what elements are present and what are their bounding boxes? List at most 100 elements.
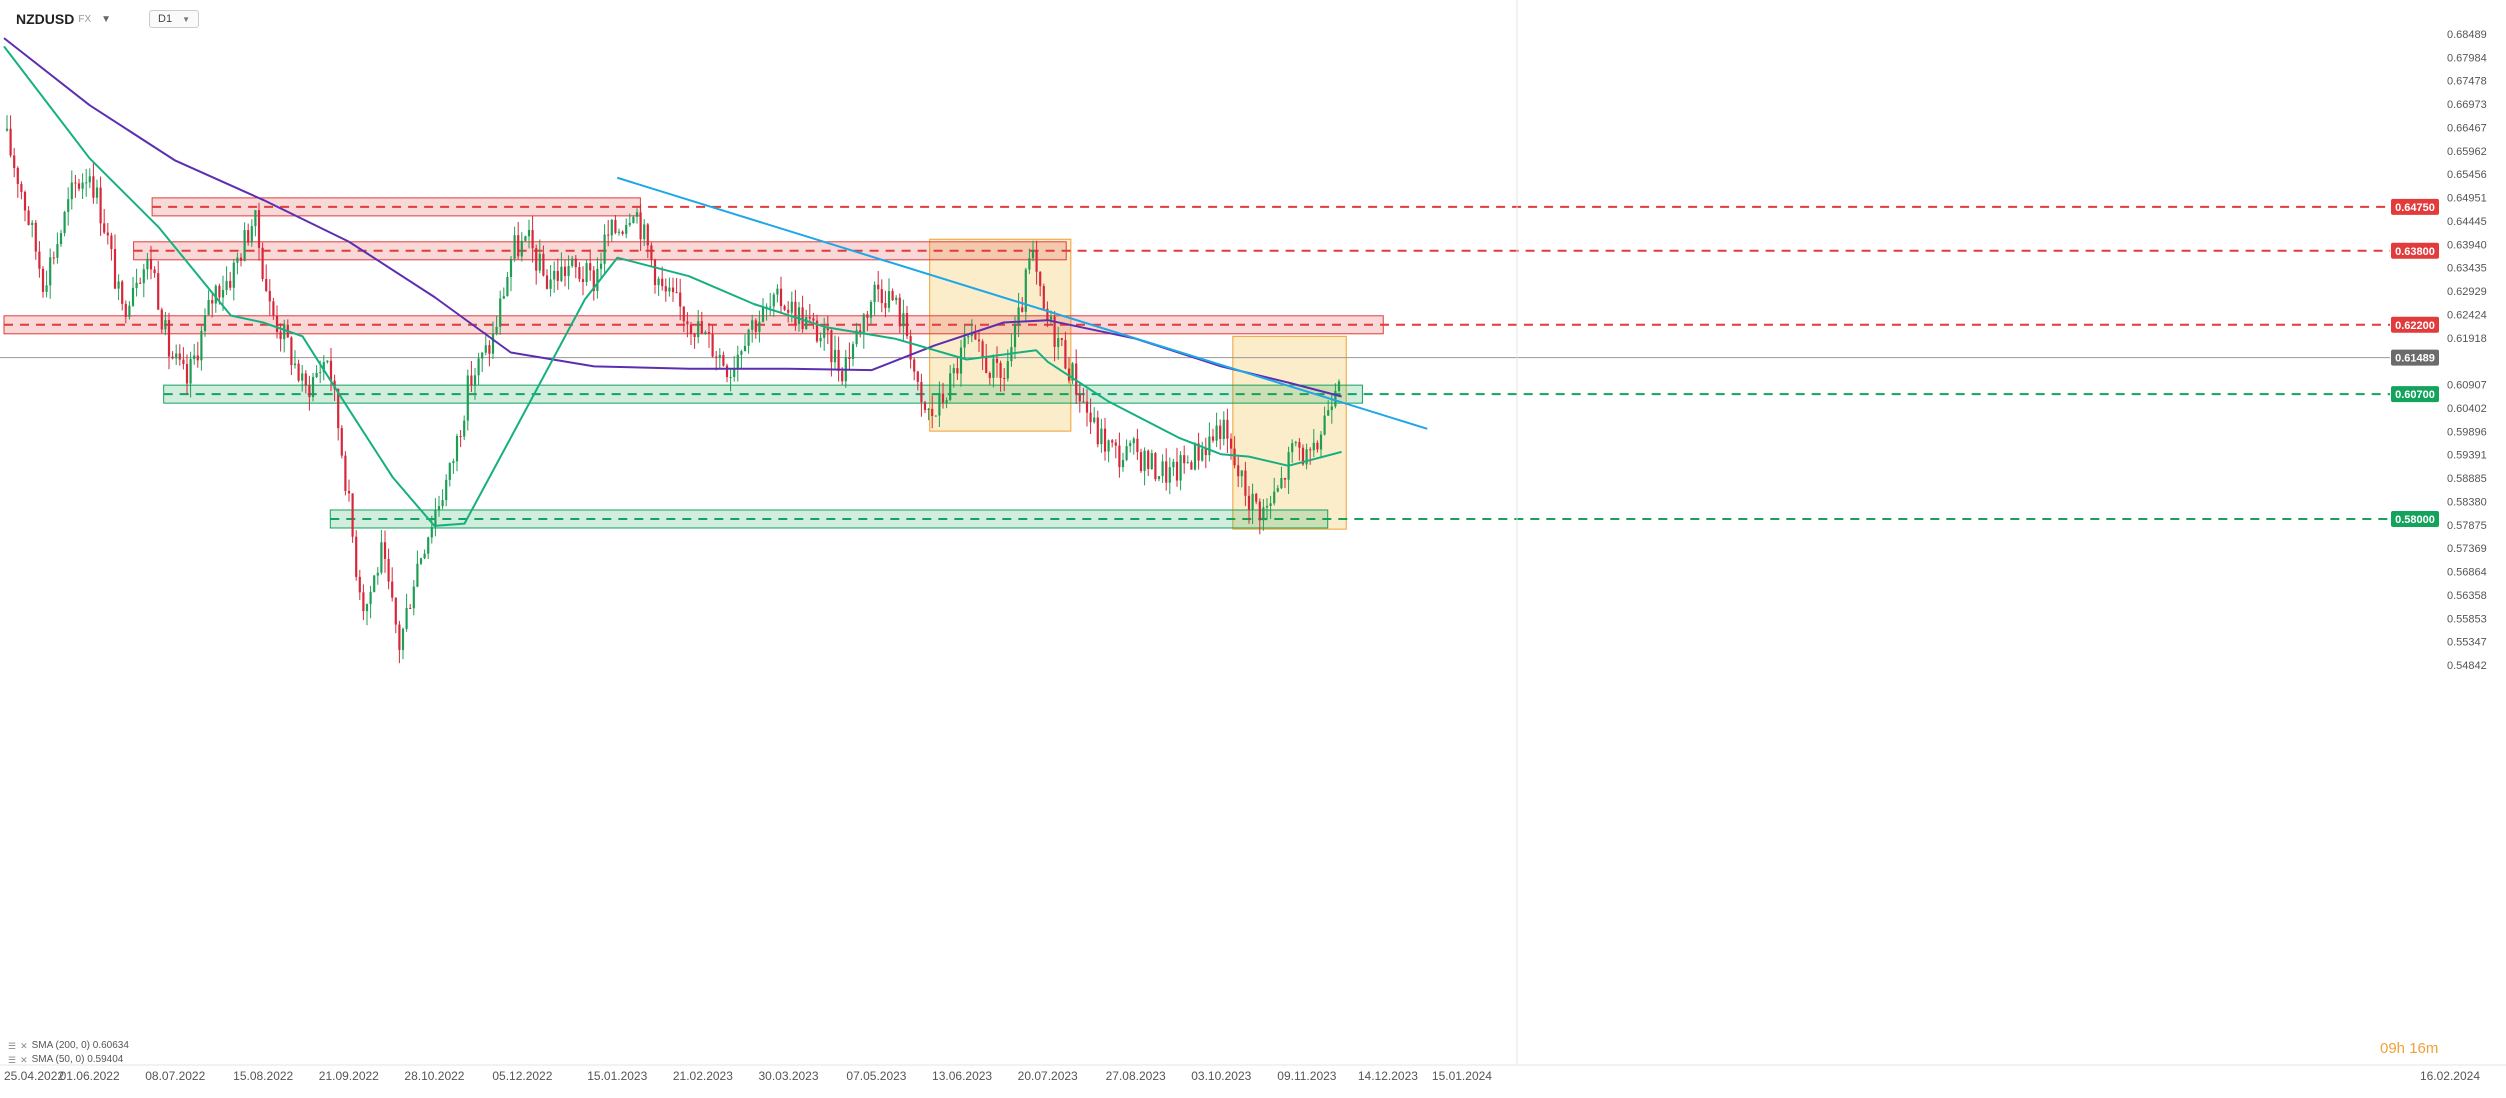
candle-body (1039, 271, 1042, 287)
candle-body (697, 321, 700, 338)
candle-body (718, 355, 721, 358)
candle-body (599, 263, 603, 269)
candle-body (873, 284, 876, 303)
candle-body (819, 337, 822, 342)
candle-body (160, 309, 163, 330)
candle-body (275, 315, 279, 332)
candle-body (1154, 453, 1157, 480)
candle-body (661, 278, 664, 287)
candle-body (1021, 307, 1024, 312)
level-label-bg (2391, 242, 2439, 259)
sma200-line (3, 37, 1342, 398)
candle-body (1309, 449, 1312, 451)
level-label-text: 0.58000 (2395, 514, 2435, 526)
candle-body (1301, 447, 1305, 465)
candle-body (1211, 436, 1215, 441)
candle-body (509, 258, 513, 277)
legend-item-sma200[interactable]: ☰ ✕ SMA (200, 0) 0.60634 (8, 1039, 129, 1053)
level-label-text: 0.63800 (2395, 246, 2435, 258)
x-tick-label: 21.09.2022 (319, 1069, 379, 1083)
y-tick-label: 0.57369 (2447, 543, 2487, 555)
settings-icon[interactable]: ☰ (8, 1055, 17, 1065)
candle-body (1237, 465, 1240, 477)
candle-body (409, 608, 412, 610)
x-tick-label: 07.05.2023 (846, 1069, 906, 1083)
candle-body (1053, 316, 1056, 347)
candle-body (477, 358, 480, 376)
settings-icon[interactable]: ☰ (8, 1041, 17, 1051)
candle-body (225, 280, 228, 290)
candle-body (5, 128, 9, 131)
candle-body (837, 349, 840, 372)
symbol-name[interactable]: NZDUSD (16, 11, 75, 27)
candle-body (1046, 308, 1049, 320)
candle-body (171, 356, 174, 359)
candle-body (1157, 476, 1161, 480)
candle-body (340, 428, 343, 456)
candle-body (884, 303, 887, 308)
candle-body (545, 275, 549, 289)
candle-body (664, 286, 667, 292)
candle-body (617, 231, 621, 233)
candle-body (153, 269, 156, 274)
candle-body (952, 368, 955, 374)
symbol-dropdown-icon[interactable]: ▼ (101, 13, 112, 25)
level-price-label: 0.64750 (2391, 198, 2439, 215)
candle-body (653, 259, 657, 286)
y-tick-label: 0.62424 (2447, 309, 2487, 321)
candle-body (920, 381, 923, 403)
candle-body (88, 176, 91, 183)
candle-body (1139, 452, 1143, 472)
candle-body (337, 388, 340, 429)
candle-body (988, 373, 991, 378)
close-icon[interactable]: ✕ (20, 1041, 28, 1051)
candle-body (891, 291, 894, 301)
candle-body (513, 235, 516, 259)
current-price-bg (2391, 349, 2439, 366)
candle-body (1219, 425, 1222, 440)
timeframe-select[interactable]: D1 ▼ (149, 10, 200, 28)
candle-body (41, 268, 45, 292)
candle-body (1316, 442, 1319, 450)
x-tick-label: 30.03.2023 (758, 1069, 818, 1083)
candle-body (427, 537, 430, 554)
candle-body (283, 324, 286, 340)
candle-body (538, 253, 541, 271)
y-tick-label: 0.55347 (2447, 637, 2487, 649)
close-icon[interactable]: ✕ (20, 1055, 28, 1065)
x-tick-label: 08.07.2022 (145, 1069, 205, 1083)
candle-body (257, 210, 261, 248)
candle-body (715, 356, 718, 358)
candle-body (1121, 459, 1125, 468)
candle-body (923, 402, 927, 411)
level-label-bg (2391, 510, 2439, 527)
level-label-text: 0.64750 (2395, 202, 2435, 214)
candle-body (250, 226, 253, 243)
candle-body (801, 307, 804, 330)
candle-body (643, 224, 646, 240)
candle-body (783, 306, 786, 310)
candle-body (571, 258, 574, 267)
current-price-label: 0.61489 (2391, 349, 2439, 366)
candle-body (16, 168, 19, 184)
y-tick-label: 0.60907 (2447, 380, 2487, 392)
candle-body (70, 182, 73, 200)
candle-body (113, 249, 117, 289)
candle-body (121, 281, 124, 304)
candle-body (1031, 250, 1035, 259)
candle-body (700, 321, 703, 334)
x-tick-label: 03.10.2023 (1191, 1069, 1251, 1083)
candle-body (95, 187, 99, 198)
candle-body (290, 337, 293, 366)
trend-line (616, 176, 1428, 430)
candle-body (1093, 417, 1096, 423)
candle-body (887, 291, 891, 308)
level-label-text: 0.60700 (2395, 389, 2435, 401)
x-tick-label: 28.10.2022 (404, 1069, 464, 1083)
candle-body (1136, 438, 1139, 453)
candle-body (1114, 442, 1117, 446)
legend-item-sma50[interactable]: ☰ ✕ SMA (50, 0) 0.59404 (8, 1053, 129, 1067)
candle-body (1111, 440, 1114, 443)
